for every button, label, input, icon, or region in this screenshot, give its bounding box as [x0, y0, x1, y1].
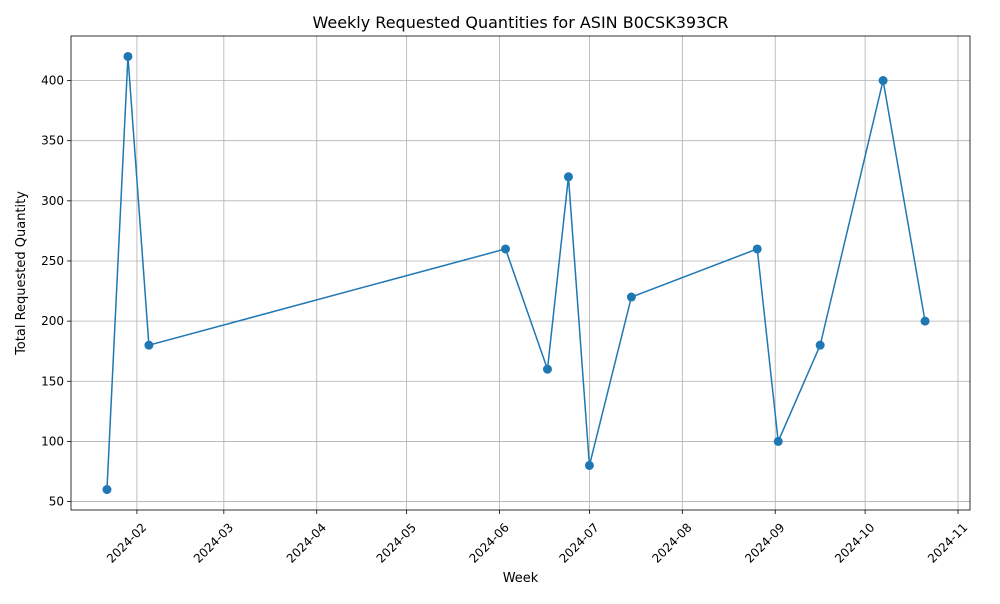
- data-point: [584, 460, 594, 470]
- data-point: [920, 316, 930, 326]
- x-tick-label: 2024-03: [191, 520, 236, 565]
- x-tick-label: 2024-04: [284, 520, 329, 565]
- x-tick-label: 2024-11: [925, 520, 970, 565]
- data-point: [878, 76, 888, 86]
- y-tick-label: 400: [41, 74, 64, 88]
- y-axis-label: Total Requested Quantity: [14, 191, 29, 356]
- data-point: [542, 364, 552, 374]
- data-point: [501, 244, 511, 254]
- data-point: [563, 172, 573, 182]
- x-tick-label: 2024-02: [104, 520, 149, 565]
- axis-ticks: 2024-02 2024-03 2024-04 2024-05 2024-06 2024-…: [41, 74, 970, 566]
- x-axis-label: Week: [503, 571, 539, 586]
- series-group: [102, 51, 930, 495]
- x-tick-label: 2024-09: [742, 520, 787, 565]
- data-point: [626, 292, 636, 302]
- data-point: [752, 244, 762, 254]
- grid: [71, 36, 970, 510]
- y-tick-label: 250: [41, 254, 64, 268]
- data-point: [144, 340, 154, 350]
- x-tick-label: 2024-05: [374, 520, 419, 565]
- data-point: [815, 340, 825, 350]
- x-tick-label: 2024-06: [467, 520, 512, 565]
- y-tick-label: 50: [49, 495, 64, 509]
- data-point: [773, 436, 783, 446]
- x-tick-label: 2024-07: [556, 520, 601, 565]
- y-tick-label: 100: [41, 434, 64, 448]
- y-tick-label: 150: [41, 374, 64, 388]
- axes-frame: [70, 35, 971, 511]
- series-line: [106, 56, 926, 490]
- x-tick-label: 2024-08: [649, 520, 694, 565]
- y-tick-label: 300: [41, 194, 64, 208]
- y-tick-label: 200: [41, 314, 64, 328]
- data-point: [102, 485, 112, 495]
- data-point: [123, 51, 133, 61]
- x-tick-label: 2024-10: [832, 520, 877, 565]
- y-tick-label: 350: [41, 134, 64, 148]
- chart-title: Weekly Requested Quantities for ASIN B0C…: [312, 13, 728, 32]
